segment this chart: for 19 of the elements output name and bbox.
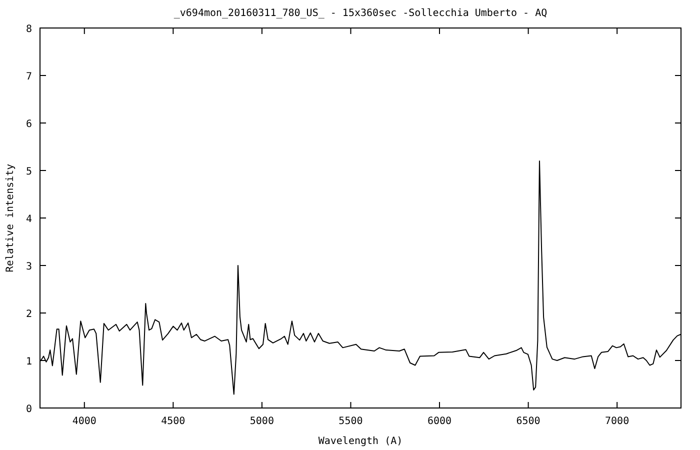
y-tick-label: 1 <box>26 356 32 368</box>
y-tick-label: 3 <box>26 262 32 272</box>
x-tick-label: 7000 <box>605 416 630 427</box>
chart-title: _v694mon_20160311_780_US_ - 15x360sec -Sollecchia Umberto - AQ <box>174 8 548 19</box>
y-tick-label: 0 <box>26 404 32 415</box>
x-tick-label: 5000 <box>250 416 274 427</box>
x-tick-label: 4500 <box>161 416 186 427</box>
x-tick-label: 6500 <box>516 416 540 427</box>
y-tick-label: 8 <box>26 24 32 35</box>
y-tick-label: 7 <box>26 72 32 82</box>
y-tick-label: 2 <box>26 309 32 320</box>
x-tick-label: 4000 <box>72 416 96 427</box>
y-axis-title: Relative intensity <box>5 164 16 272</box>
y-tick-label: 6 <box>26 119 32 130</box>
x-axis-title: Wavelength (A) <box>318 436 403 447</box>
x-tick-label: 6000 <box>427 416 452 427</box>
x-tick-label: 5500 <box>338 416 363 427</box>
y-tick-label: 4 <box>26 214 32 225</box>
y-tick-label: 5 <box>26 166 32 178</box>
